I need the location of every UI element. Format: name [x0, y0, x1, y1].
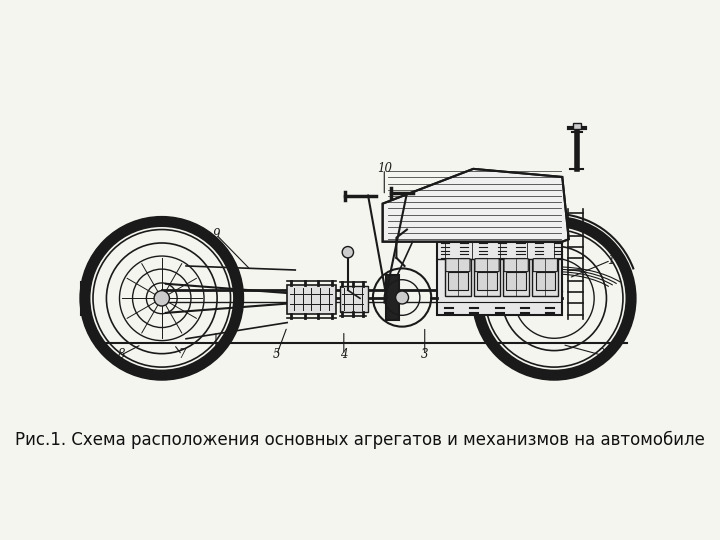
FancyBboxPatch shape — [504, 259, 528, 272]
Text: Рис.1. Схема расположения основных агрегатов и механизмов на автомобиле: Рис.1. Схема расположения основных агрег… — [15, 431, 705, 449]
Bar — [503, 260, 529, 296]
FancyBboxPatch shape — [446, 259, 470, 272]
Text: 3: 3 — [421, 348, 428, 361]
Circle shape — [342, 247, 354, 258]
FancyBboxPatch shape — [287, 285, 336, 314]
Bar — [506, 272, 526, 290]
Text: 9: 9 — [212, 228, 220, 241]
FancyBboxPatch shape — [475, 259, 499, 272]
Bar — [532, 260, 558, 296]
FancyBboxPatch shape — [386, 275, 399, 320]
Bar — [573, 123, 581, 129]
Circle shape — [395, 291, 408, 304]
Text: 7: 7 — [179, 348, 186, 361]
FancyBboxPatch shape — [533, 259, 557, 272]
Bar — [437, 242, 562, 314]
Bar — [448, 272, 467, 290]
Circle shape — [154, 291, 169, 306]
Circle shape — [546, 291, 562, 306]
Text: 10: 10 — [377, 163, 392, 176]
Text: 5: 5 — [273, 348, 280, 361]
Text: 8: 8 — [117, 348, 125, 361]
Text: 1: 1 — [607, 254, 615, 267]
Text: 4: 4 — [340, 348, 348, 361]
Circle shape — [297, 291, 310, 304]
Bar — [474, 260, 500, 296]
Bar — [445, 260, 471, 296]
Polygon shape — [382, 169, 569, 242]
Bar — [536, 272, 555, 290]
Text: 6: 6 — [212, 348, 220, 361]
FancyBboxPatch shape — [340, 286, 368, 312]
Text: 2: 2 — [598, 348, 605, 361]
Bar — [477, 272, 497, 290]
